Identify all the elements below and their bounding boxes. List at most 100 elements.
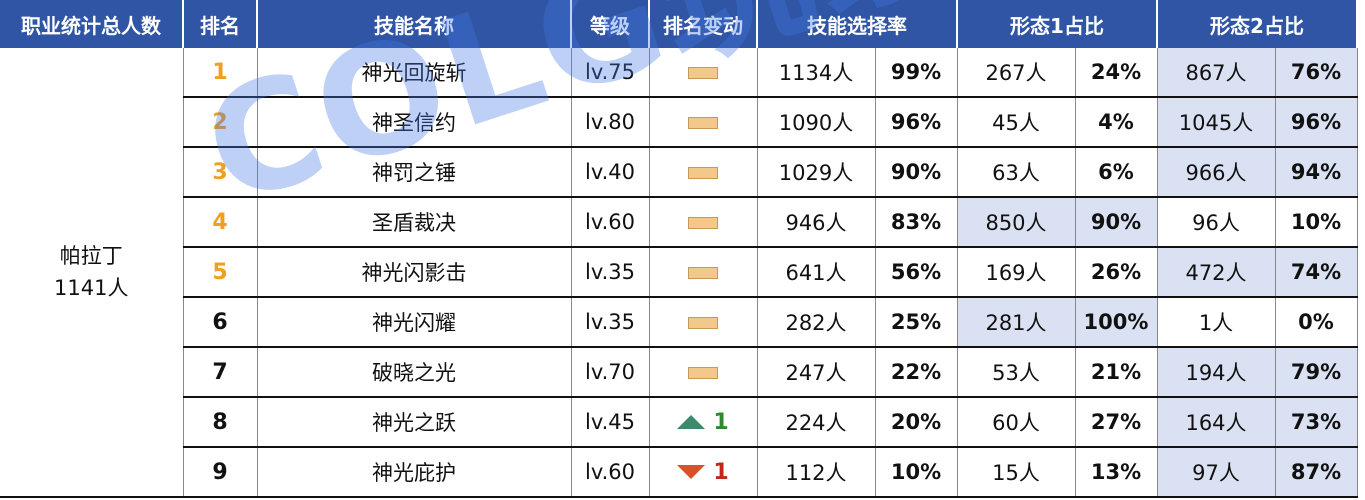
form2-count-cell: 1045人 xyxy=(1157,97,1276,148)
form2-count-cell: 472人 xyxy=(1157,247,1276,298)
rank-change-cell xyxy=(649,48,758,98)
select-count-cell: 224人 xyxy=(757,397,876,448)
select-count-cell: 247人 xyxy=(757,347,876,398)
skill-name-cell: 破晓之光 xyxy=(257,347,572,398)
rank-change-cell xyxy=(649,297,758,348)
form1-pct-cell: 21% xyxy=(1075,347,1158,398)
form1-pct-cell: 6% xyxy=(1075,147,1158,198)
form2-count-cell: 96人 xyxy=(1157,197,1276,248)
select-count-cell: 282人 xyxy=(757,297,876,348)
skill-name-cell: 神罚之锤 xyxy=(257,147,572,198)
select-count-cell: 1029人 xyxy=(757,147,876,198)
form2-count-cell: 97人 xyxy=(1157,447,1276,498)
form2-pct-cell: 96% xyxy=(1275,97,1358,148)
level-cell: lv.45 xyxy=(571,397,650,448)
no-change-icon xyxy=(688,317,718,329)
header-total: 职业统计总人数 xyxy=(0,0,184,48)
select-count-cell: 1134人 xyxy=(757,48,876,98)
form2-pct-cell: 87% xyxy=(1275,447,1358,498)
form1-pct-cell: 13% xyxy=(1075,447,1158,498)
skill-name-cell: 神圣信约 xyxy=(257,97,572,148)
level-cell: lv.60 xyxy=(571,447,650,498)
skill-name-cell: 神光闪影击 xyxy=(257,247,572,298)
form1-count-cell: 63人 xyxy=(957,147,1076,198)
header-rank: 排名 xyxy=(183,0,258,48)
header-skill: 技能名称 xyxy=(257,0,572,48)
form1-count-cell: 60人 xyxy=(957,397,1076,448)
skill-name-cell: 神光之跃 xyxy=(257,397,572,448)
skill-name-cell: 神光回旋斩 xyxy=(257,48,572,98)
no-change-icon xyxy=(688,367,718,379)
rank-change-cell xyxy=(649,247,758,298)
no-change-icon xyxy=(688,267,718,279)
form2-pct-cell: 0% xyxy=(1275,297,1358,348)
no-change-icon xyxy=(688,67,718,79)
table-row: 6 神光闪耀 lv.35 282人 25% 281人 100% 1人 0% xyxy=(0,297,1358,348)
no-change-icon xyxy=(688,217,718,229)
table-row: 帕拉丁 1141人 1 神光回旋斩 lv.75 1134人 99% 267人 24% 867人 7… xyxy=(0,48,1358,498)
table-row: 7 破晓之光 lv.70 247人 22% 53人 21% 194人 79% xyxy=(0,347,1358,398)
form1-count-cell: 267人 xyxy=(957,48,1076,98)
rank-change-cell: 1 xyxy=(649,397,758,448)
rank-cell: 9 xyxy=(183,447,258,498)
form1-count-cell: 281人 xyxy=(957,297,1076,348)
rank-change-cell xyxy=(649,347,758,398)
table-row: 8 神光之跃 lv.45 1 224人 20% 60人 27% 164人 73% xyxy=(0,397,1358,448)
header-change: 排名变动 xyxy=(649,0,758,48)
select-count-cell: 946人 xyxy=(757,197,876,248)
level-cell: lv.35 xyxy=(571,247,650,298)
form2-count-cell: 164人 xyxy=(1157,397,1276,448)
table-row: 5 神光闪影击 lv.35 641人 56% 169人 26% 472人 74% xyxy=(0,247,1358,298)
rank-change-cell xyxy=(649,147,758,198)
form1-count-cell: 15人 xyxy=(957,447,1076,498)
form2-count-cell: 966人 xyxy=(1157,147,1276,198)
form2-pct-cell: 74% xyxy=(1275,247,1358,298)
select-count-cell: 112人 xyxy=(757,447,876,498)
form2-count-cell: 1人 xyxy=(1157,297,1276,348)
select-pct-cell: 56% xyxy=(875,247,958,298)
form1-count-cell: 45人 xyxy=(957,97,1076,148)
select-count-cell: 641人 xyxy=(757,247,876,298)
form2-pct-cell: 10% xyxy=(1275,197,1358,248)
level-cell: lv.35 xyxy=(571,297,650,348)
form1-count-cell: 850人 xyxy=(957,197,1076,248)
class-cell: 帕拉丁 1141人 xyxy=(0,48,184,498)
rank-cell: 4 xyxy=(183,197,258,248)
select-pct-cell: 99% xyxy=(875,48,958,98)
form1-pct-cell: 27% xyxy=(1075,397,1158,448)
table-row: 2 神圣信约 lv.80 1090人 96% 45人 4% 1045人 96% xyxy=(0,97,1358,148)
form1-count-cell: 169人 xyxy=(957,247,1076,298)
class-name: 帕拉丁 xyxy=(59,244,123,268)
select-pct-cell: 90% xyxy=(875,147,958,198)
rank-change-cell: 1 xyxy=(649,447,758,498)
rank-cell: 7 xyxy=(183,347,258,398)
select-pct-cell: 96% xyxy=(875,97,958,148)
no-change-icon xyxy=(688,167,718,179)
skill-name-cell: 圣盾裁决 xyxy=(257,197,572,248)
form1-pct-cell: 100% xyxy=(1075,297,1158,348)
rank-cell: 8 xyxy=(183,397,258,448)
rank-cell: 6 xyxy=(183,297,258,348)
rank-change-cell xyxy=(649,197,758,248)
header-select-rate: 技能选择率 xyxy=(757,0,958,48)
rank-cell: 3 xyxy=(183,147,258,198)
form2-pct-cell: 94% xyxy=(1275,147,1358,198)
form1-pct-cell: 26% xyxy=(1075,247,1158,298)
table-row: 3 神罚之锤 lv.40 1029人 90% 63人 6% 966人 94% xyxy=(0,147,1358,198)
change-number: 1 xyxy=(713,409,729,435)
form2-pct-cell: 76% xyxy=(1275,48,1358,98)
table-body: 帕拉丁 1141人 1 神光回旋斩 lv.75 1134人 99% 267人 24% 867人 7… xyxy=(0,48,1358,498)
rank-cell: 2 xyxy=(183,97,258,148)
form1-count-cell: 53人 xyxy=(957,347,1076,398)
select-pct-cell: 22% xyxy=(875,347,958,398)
level-cell: lv.60 xyxy=(571,197,650,248)
rank-change-cell xyxy=(649,97,758,148)
header-form2: 形态2占比 xyxy=(1157,0,1358,48)
select-pct-cell: 83% xyxy=(875,197,958,248)
level-cell: lv.80 xyxy=(571,97,650,148)
level-cell: lv.75 xyxy=(571,48,650,98)
form2-count-cell: 867人 xyxy=(1157,48,1276,98)
rank-cell: 5 xyxy=(183,247,258,298)
change-number: 1 xyxy=(713,459,729,485)
